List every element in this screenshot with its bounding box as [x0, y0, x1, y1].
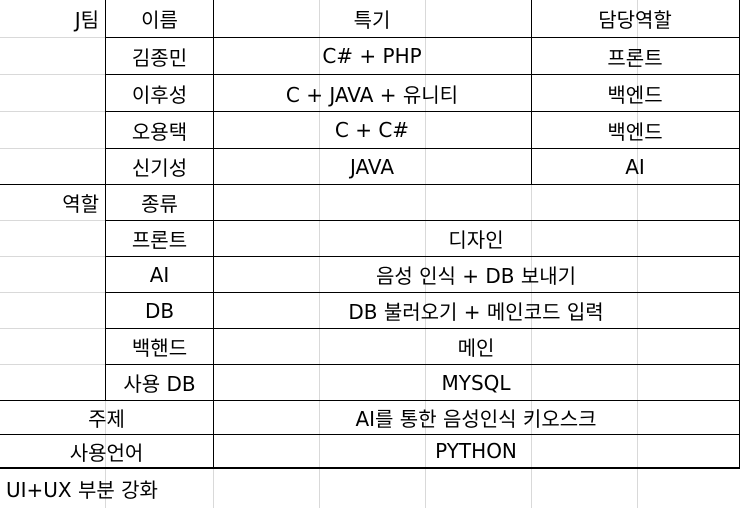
- topic-label[interactable]: 주제: [0, 400, 214, 434]
- language-value[interactable]: PYTHON: [213, 434, 740, 469]
- member-skill[interactable]: JAVA: [213, 148, 532, 184]
- roles-desc-empty[interactable]: [213, 184, 740, 220]
- role-desc[interactable]: 음성 인식 + DB 보내기: [213, 256, 740, 292]
- role-kind[interactable]: 백핸드: [105, 328, 214, 364]
- note-cell[interactable]: UI+UX 부분 강화: [6, 478, 158, 502]
- role-kind[interactable]: 프론트: [105, 220, 214, 256]
- team-name-cell[interactable]: J팀: [74, 8, 99, 32]
- topic-value[interactable]: AI를 통한 음성인식 키오스크: [213, 400, 740, 434]
- header-skill[interactable]: 특기: [213, 0, 532, 37]
- member-role[interactable]: AI: [531, 148, 740, 184]
- member-role[interactable]: 백엔드: [531, 74, 740, 111]
- member-name[interactable]: 오용택: [105, 111, 214, 148]
- role-desc[interactable]: MYSQL: [213, 364, 740, 400]
- role-desc[interactable]: 디자인: [213, 220, 740, 256]
- member-role[interactable]: 백엔드: [531, 111, 740, 148]
- role-kind[interactable]: 사용 DB: [105, 364, 214, 400]
- roles-kind-header[interactable]: 종류: [105, 184, 214, 220]
- member-role[interactable]: 프론트: [531, 37, 740, 74]
- language-label[interactable]: 사용언어: [0, 434, 214, 469]
- member-name[interactable]: 신기성: [105, 148, 214, 184]
- role-desc[interactable]: 메인: [213, 328, 740, 364]
- roles-label[interactable]: 역할: [0, 184, 105, 220]
- role-desc[interactable]: DB 불러오기 + 메인코드 입력: [213, 292, 740, 328]
- header-name[interactable]: 이름: [105, 0, 214, 37]
- role-kind[interactable]: DB: [105, 292, 214, 328]
- role-kind[interactable]: AI: [105, 256, 214, 292]
- member-skill[interactable]: C + JAVA + 유니티: [213, 74, 532, 111]
- member-name[interactable]: 김종민: [105, 37, 214, 74]
- header-role[interactable]: 담당역할: [531, 0, 740, 37]
- member-name[interactable]: 이후성: [105, 74, 214, 111]
- member-skill[interactable]: C# + PHP: [213, 37, 532, 74]
- member-skill[interactable]: C + C#: [213, 111, 532, 148]
